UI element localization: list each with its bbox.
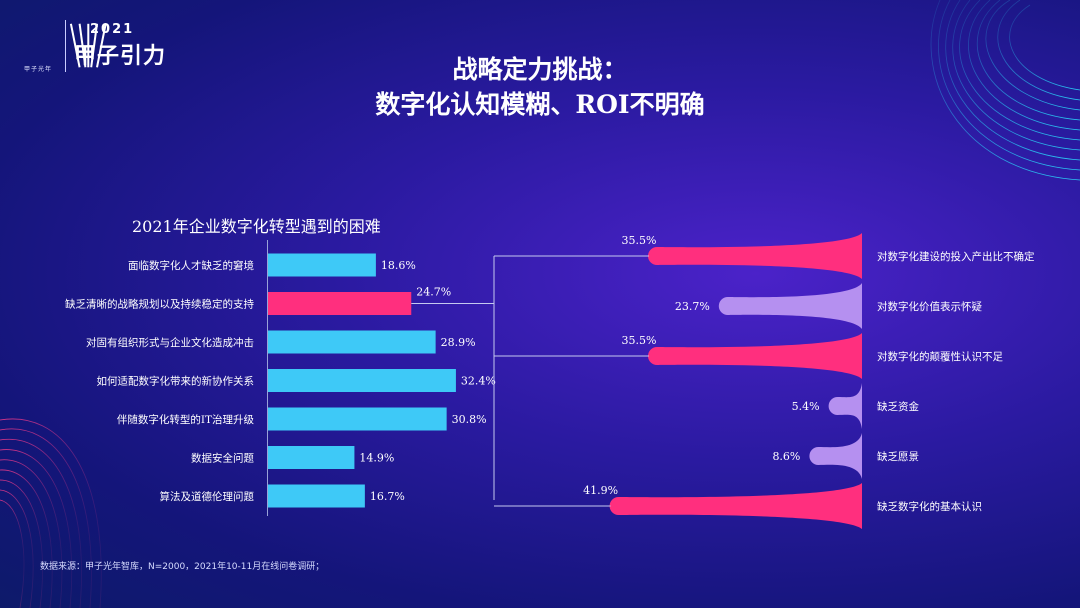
right-bar-1 <box>718 283 862 329</box>
brand-logo <box>69 23 107 68</box>
logo-caption: 甲子光年 <box>24 66 53 73</box>
left-category-label-3: 如何适配数字化带来的新协作关系 <box>97 375 255 388</box>
left-value-label-5: 14.9% <box>359 452 394 465</box>
left-bar-4 <box>268 407 447 431</box>
right-value-label-0: 35.5% <box>622 234 657 247</box>
right-value-label-3: 5.4% <box>792 400 820 413</box>
event-name: 甲子引力 <box>74 43 167 69</box>
left-value-label-3: 32.4% <box>461 375 496 388</box>
right-bar-4 <box>809 433 862 479</box>
right-bar-3 <box>828 383 862 429</box>
left-category-label-6: 算法及道德伦理问题 <box>160 490 255 503</box>
page-title-line-1: 战略定力挑战： <box>452 55 628 84</box>
right-category-label-2: 对数字化的颠覆性认识不足 <box>877 350 1003 363</box>
left-bar-5 <box>268 446 355 469</box>
left-bar-1 <box>268 292 412 315</box>
left-category-label-1: 缺乏清晰的战略规划以及持续稳定的支持 <box>65 298 254 311</box>
right-value-label-1: 23.7% <box>675 300 710 313</box>
page-title-line-2: 数字化认知模糊、ROI不明确 <box>375 90 705 119</box>
left-value-label-0: 18.6% <box>381 259 416 272</box>
corner-swirl-bottom-left <box>0 418 102 608</box>
left-category-label-2: 对固有组织形式与企业文化造成冲击 <box>86 336 254 349</box>
right-bar-2 <box>648 333 862 379</box>
left-value-label-6: 16.7% <box>370 490 405 503</box>
left-bar-0 <box>268 253 376 277</box>
right-value-label-5: 41.9% <box>583 484 618 497</box>
right-bar-5 <box>609 483 862 529</box>
page-title: 战略定力挑战： 数字化认知模糊、ROI不明确 <box>0 52 1080 122</box>
left-bar-2 <box>268 330 436 354</box>
right-category-label-4: 缺乏愿景 <box>877 450 919 463</box>
left-value-label-4: 30.8% <box>452 413 487 426</box>
left-bar-6 <box>268 484 365 508</box>
left-chart-title: 2021年企业数字化转型遇到的困难 <box>132 217 381 236</box>
right-category-label-5: 缺乏数字化的基本认识 <box>877 500 982 513</box>
left-value-label-2: 28.9% <box>441 336 476 349</box>
right-category-label-1: 对数字化价值表示怀疑 <box>877 300 982 313</box>
left-bar-3 <box>268 369 456 392</box>
left-chart-axis <box>267 240 268 516</box>
left-category-label-5: 数据安全问题 <box>191 452 254 465</box>
right-category-label-0: 对数字化建设的投入产出比不确定 <box>877 250 1035 263</box>
right-value-label-2: 35.5% <box>622 334 657 347</box>
left-category-label-0: 面临数字化人才缺乏的窘境 <box>128 259 254 272</box>
right-value-label-4: 8.6% <box>772 450 800 463</box>
right-category-label-3: 缺乏资金 <box>877 400 919 413</box>
left-value-label-1: 24.7% <box>416 286 451 299</box>
right-bar-0 <box>648 233 862 279</box>
event-year: 2021 <box>90 22 135 37</box>
corner-swirl-top-right <box>930 0 1080 181</box>
logo-divider <box>65 20 66 72</box>
source-note: 数据来源：甲子光年智库，N=2000，2021年10-11月在线问卷调研； <box>40 562 325 572</box>
left-category-label-4: 伴随数字化转型的IT治理升级 <box>117 413 255 426</box>
